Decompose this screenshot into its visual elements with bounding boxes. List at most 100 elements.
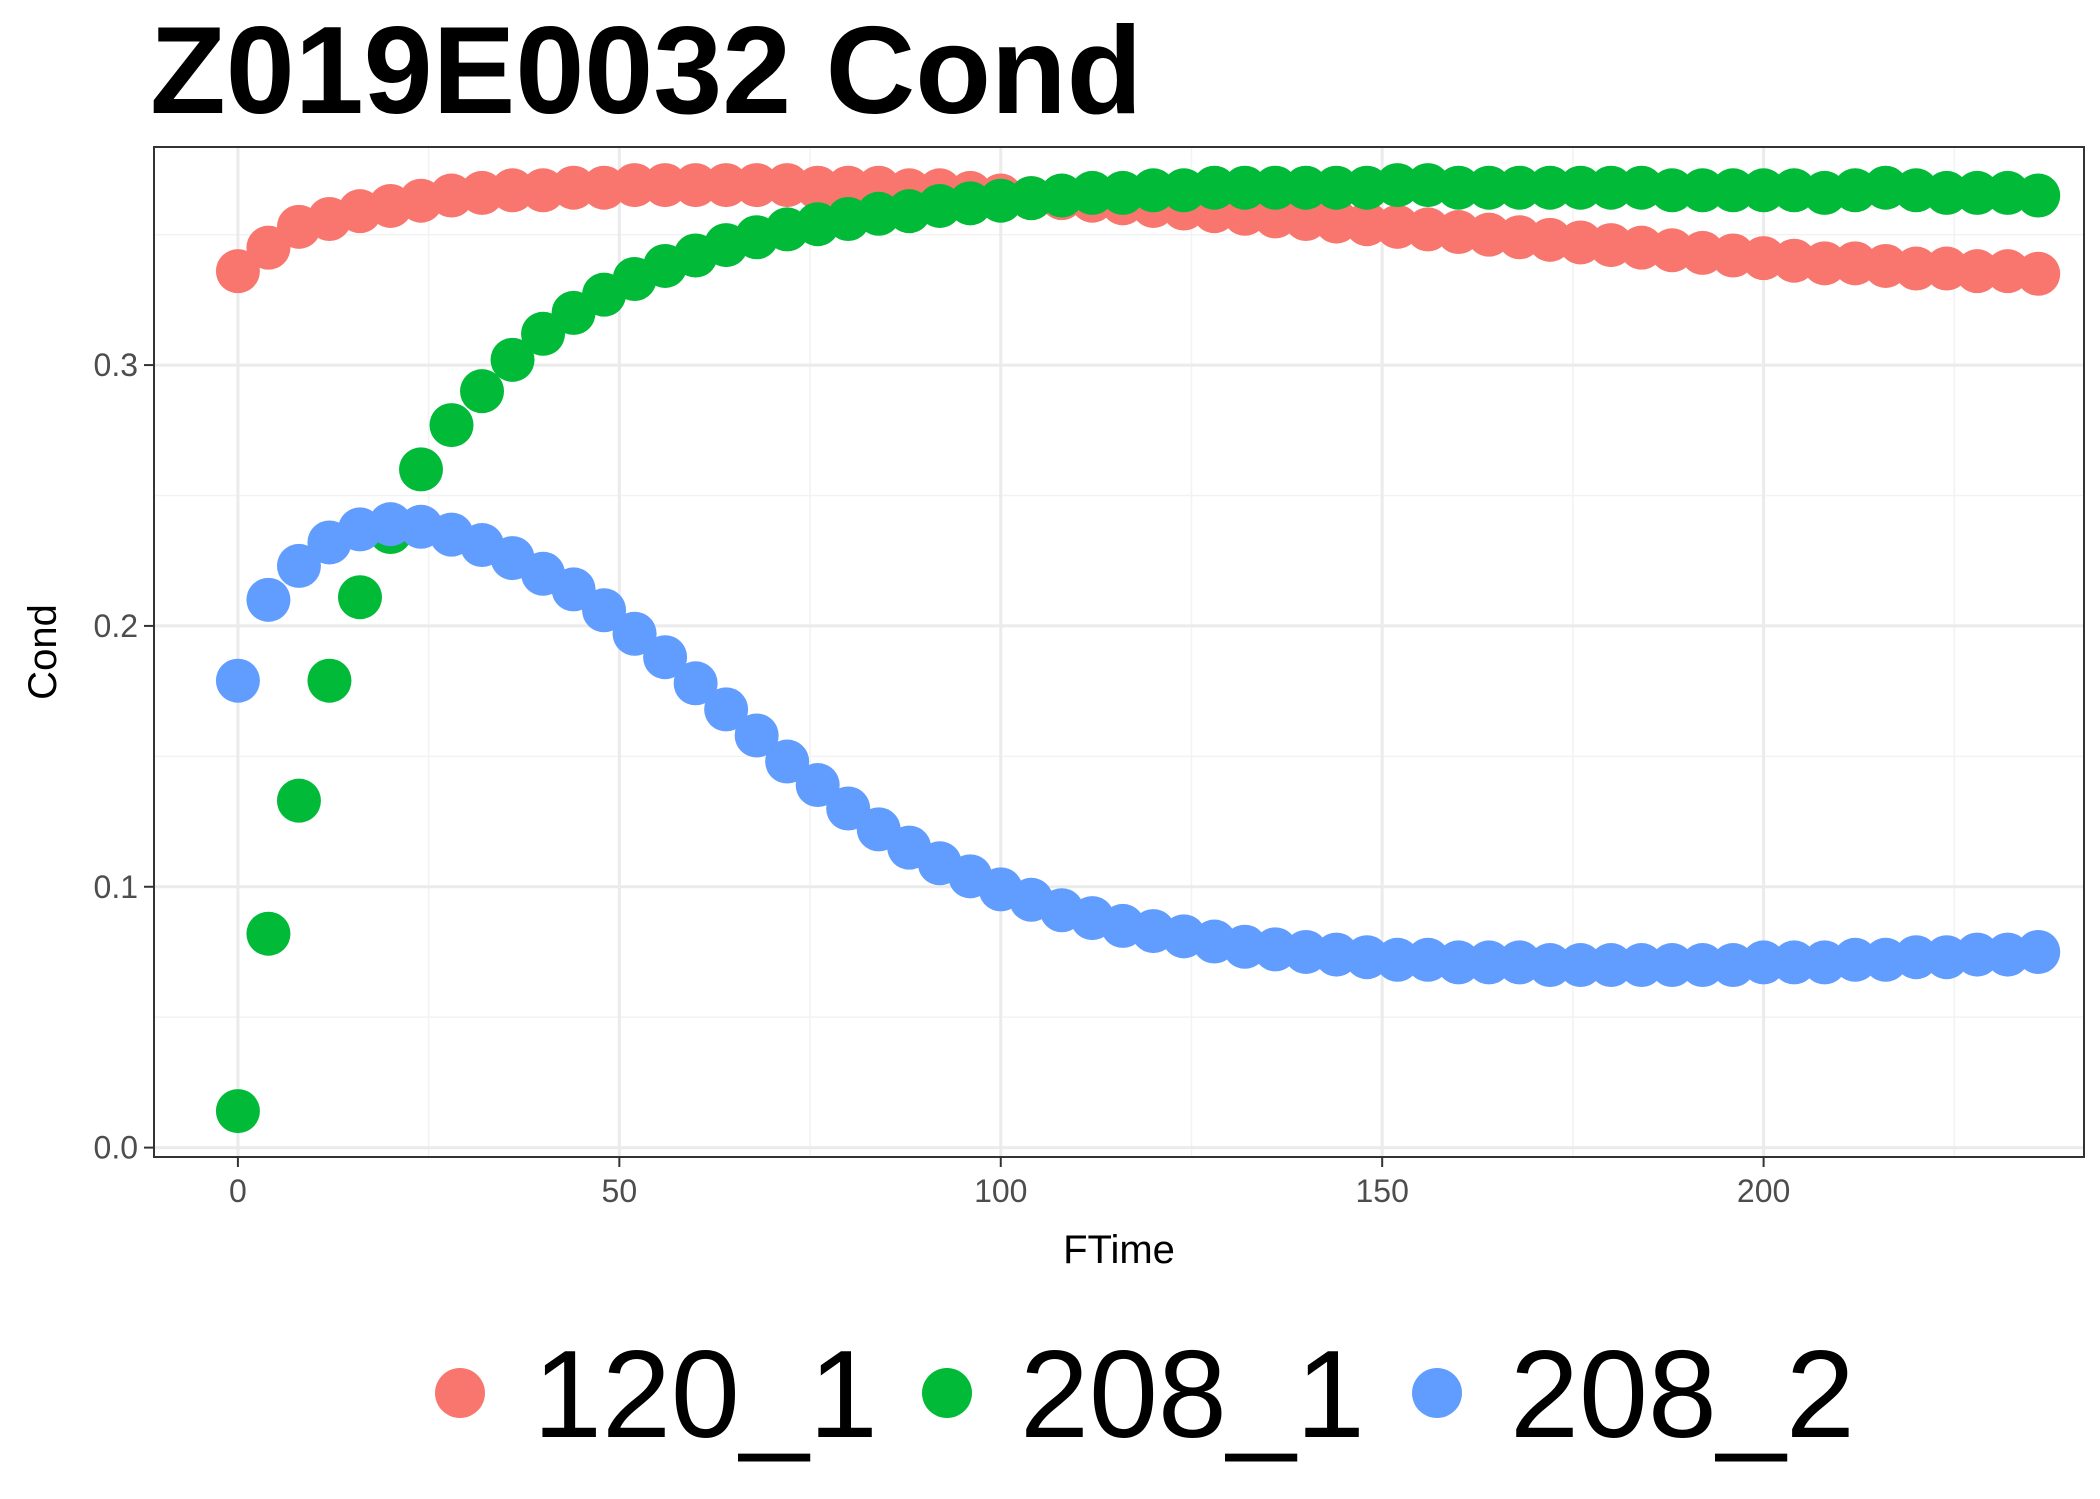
data-point [1741,168,1786,213]
data-point [795,763,840,808]
data-point [1680,168,1725,213]
data-point [2016,251,2061,296]
data-point [551,165,596,210]
y-tick-label: 0.3 [94,347,138,383]
data-point [215,1089,260,1134]
data-point [1589,943,1634,988]
data-point [1924,170,1969,215]
data-point [246,577,291,622]
x-tick-label: 100 [974,1173,1027,1209]
y-tick-label: 0.0 [94,1130,138,1166]
data-point [460,369,505,414]
data-point [1772,940,1817,985]
legend-key [1412,1368,1462,1418]
data-point [1650,168,1695,213]
data-point [1955,170,2000,215]
data-point [765,739,810,784]
axes: 0 50 100 150 200 0.0 0.1 0.2 0.3 [94,347,1791,1209]
y-tick-label: 0.1 [94,869,138,905]
x-tick-label: 50 [602,1173,638,1209]
data-point [1894,935,1939,980]
data-point [276,543,321,588]
data-point [704,163,749,208]
data-point [1497,165,1542,210]
data-point [1131,168,1176,213]
data-point [795,165,840,210]
chart-title: Z019E0032 Cond [150,2,1142,140]
x-axis-title: FTime [1063,1228,1175,1272]
x-tick-label: 150 [1355,1173,1408,1209]
data-point [826,165,871,210]
data-point [490,168,535,213]
data-point [1314,165,1359,210]
data-point [215,249,260,294]
series-208_1 [215,163,2061,1134]
data-point [1070,170,1115,215]
data-point [612,163,657,208]
data-point [734,163,779,208]
data-point [1711,168,1756,213]
data-point [1558,943,1603,988]
data-point [1589,165,1634,210]
data-point [1466,940,1511,985]
data-points [215,163,2061,1134]
data-point [643,163,688,208]
data-point [2016,929,2061,974]
data-point [1955,249,2000,294]
legend-label: 208_1 [1020,1326,1365,1464]
data-point [1833,937,1878,982]
data-point [673,661,718,706]
x-tick-label: 200 [1737,1173,1790,1209]
legend-key [922,1368,972,1418]
data-point [1283,165,1328,210]
data-point [215,658,260,703]
x-tick-label: 0 [229,1173,247,1209]
data-point [673,163,718,208]
data-point [704,687,749,732]
data-point [1192,165,1237,210]
data-point [1741,940,1786,985]
data-point [643,635,688,680]
plot-border [153,146,2085,1158]
data-point [337,575,382,620]
data-point [490,337,535,382]
data-point [612,611,657,656]
data-point [1436,165,1481,210]
data-point [1528,165,1573,210]
data-point [1802,241,1847,286]
legend-label: 120_1 [533,1326,878,1464]
data-point [1894,246,1939,291]
data-point [1528,943,1573,988]
legend-key [435,1368,485,1418]
data-point [1436,940,1481,985]
series-208_2 [215,502,2061,988]
data-point [734,713,779,758]
data-point [1253,165,1298,210]
data-point [307,658,352,703]
y-tick-label: 0.2 [94,608,138,644]
data-point [429,403,474,448]
legend-item: 208_1 [922,1326,1365,1464]
legend-item: 208_2 [1412,1326,1855,1464]
data-point [1955,932,2000,977]
data-point [398,447,443,492]
y-axis-title: Cond [21,604,65,700]
data-point [276,778,321,823]
legend-label: 208_2 [1510,1326,1855,1464]
data-point [246,911,291,956]
data-point [1375,163,1420,208]
data-point [1680,943,1725,988]
data-point [1619,943,1664,988]
data-point [1222,165,1267,210]
data-point [582,588,627,633]
data-point [2016,173,2061,218]
legend: 120_1 208_1 208_2 [435,1326,1855,1464]
grid-lines [154,147,2084,1157]
data-point [1466,165,1511,210]
legend-item: 120_1 [435,1326,878,1464]
data-point [1558,165,1603,210]
data-point [1650,943,1695,988]
data-point [1375,937,1420,982]
